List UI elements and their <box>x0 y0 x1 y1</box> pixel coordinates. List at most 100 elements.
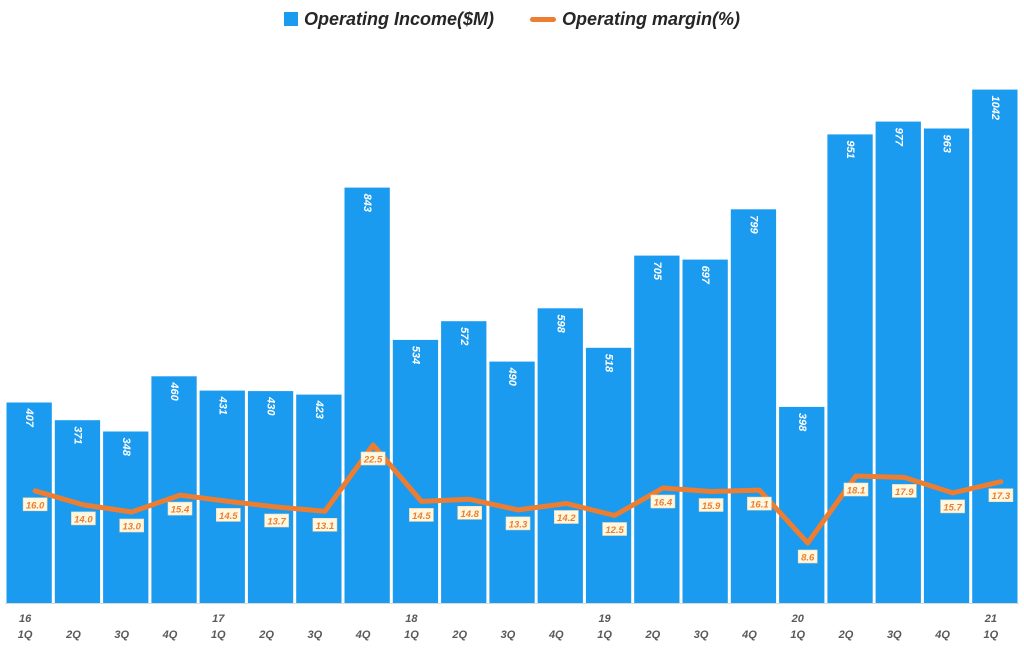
bar-operating-income <box>634 255 680 603</box>
bar-value-label: 963 <box>941 135 953 153</box>
margin-data-label: 14.0 <box>71 511 96 525</box>
margin-value-label: 13.0 <box>122 522 141 533</box>
bar-operating-income <box>779 406 825 603</box>
bar-value-label: 348 <box>120 438 132 457</box>
bar-value-label: 705 <box>651 262 663 281</box>
margin-label-box <box>264 513 289 528</box>
x-tick-quarter-label: 1Q <box>404 629 419 641</box>
x-tick-quarter-label: 4Q <box>162 629 178 641</box>
margin-label-box <box>698 498 724 512</box>
margin-value-label: 14.0 <box>74 514 93 525</box>
margin-value-label: 12.5 <box>605 525 624 536</box>
margin-data-label: 14.2 <box>553 510 579 524</box>
legend-bar-swatch <box>283 12 298 26</box>
margin-value-label: 17.3 <box>992 491 1011 502</box>
bar-operating-income <box>972 89 1018 604</box>
bar-value-label: 843 <box>361 194 373 212</box>
margin-value-label: 16.0 <box>26 500 45 511</box>
bar-value-label: 598 <box>554 314 566 333</box>
margin-data-label: 15.4 <box>167 501 193 516</box>
bar-operating-income <box>923 128 970 603</box>
bar-value-label: 407 <box>23 407 35 427</box>
bar-operating-income <box>103 431 149 603</box>
x-tick-quarter-label: 3Q <box>694 629 709 641</box>
margin-data-label: 13.3 <box>505 516 531 530</box>
x-tick-quarter-label: 1Q <box>18 629 33 641</box>
bar-value-label: 431 <box>216 396 228 415</box>
margin-value-label: 22.5 <box>363 455 383 466</box>
bar-value-label: 572 <box>458 327 470 345</box>
x-tick-quarter-label: 2Q <box>65 629 81 641</box>
margin-value-label: 14.5 <box>219 511 238 522</box>
x-tick-quarter-label: 2Q <box>838 629 854 641</box>
margin-value-label: 17.9 <box>895 487 914 498</box>
bar-operating-income <box>537 308 583 603</box>
bar-value-label: 799 <box>748 215 760 234</box>
x-tick-quarter-label: 1Q <box>211 629 226 641</box>
margin-value-label: 16.4 <box>654 498 673 509</box>
bar-operating-income <box>682 259 728 603</box>
margin-data-label: 14.5 <box>409 508 434 522</box>
margin-data-label: 16.1 <box>747 496 772 511</box>
margin-data-label: 12.5 <box>602 522 627 536</box>
bar-value-label: 371 <box>72 426 84 444</box>
x-tick-quarter-label: 1Q <box>790 629 805 641</box>
margin-value-label: 13.3 <box>509 519 528 530</box>
bar-value-label: 518 <box>603 354 615 373</box>
x-tick-year-label: 20 <box>791 613 805 625</box>
bar-operating-income <box>827 134 873 603</box>
margin-value-label: 18.1 <box>847 486 866 497</box>
margin-data-label: 22.5 <box>360 451 386 466</box>
x-tick-quarter-label: 2Q <box>451 629 467 641</box>
margin-data-label: 13.7 <box>264 513 289 528</box>
margin-data-label: 14.5 <box>216 508 241 522</box>
bar-value-label: 697 <box>699 266 711 285</box>
x-tick-quarter-label: 3Q <box>501 629 516 641</box>
legend-line-swatch <box>530 16 556 22</box>
x-tick-quarter-label: 3Q <box>308 629 323 641</box>
margin-label-box <box>216 508 241 522</box>
margin-label-box <box>167 501 193 516</box>
margin-data-label: 18.1 <box>843 482 869 497</box>
bar-value-label: 430 <box>265 396 277 416</box>
margin-label-box <box>988 488 1014 503</box>
bar-operating-income <box>441 321 487 603</box>
margin-data-label: 15.7 <box>940 499 965 514</box>
bar-operating-income <box>585 347 632 603</box>
bar-value-label: 398 <box>796 413 808 432</box>
margin-value-label: 15.4 <box>171 505 190 516</box>
x-tick-year-label: 18 <box>405 613 418 625</box>
margin-label-box <box>747 496 772 511</box>
x-tick-quarter-label: 4Q <box>741 629 757 641</box>
x-tick-quarter-label: 4Q <box>934 629 950 641</box>
margin-label-box <box>119 518 144 533</box>
margin-data-label: 17.9 <box>891 484 917 498</box>
margin-label-box <box>891 484 917 498</box>
margin-label-box <box>797 549 818 564</box>
margin-label-box <box>602 522 627 536</box>
bar-operating-income <box>344 187 390 603</box>
bar-operating-income <box>730 209 777 604</box>
x-tick-quarter-label: 1Q <box>597 629 612 641</box>
x-tick-quarter-label: 2Q <box>645 629 661 641</box>
x-tick-year-label: 17 <box>212 613 225 625</box>
margin-label-box <box>457 505 483 520</box>
x-tick-year-label: 21 <box>984 613 997 625</box>
margin-value-label: 15.7 <box>943 502 962 513</box>
margin-label-box <box>843 482 869 497</box>
bar-value-label: 460 <box>168 381 180 401</box>
margin-label-box <box>940 499 965 514</box>
margin-value-label: 14.8 <box>460 509 479 520</box>
margin-value-label: 16.1 <box>750 500 769 511</box>
margin-data-label: 8.6 <box>797 549 818 564</box>
bar-value-label: 490 <box>506 367 518 387</box>
bar-operating-income <box>247 391 294 603</box>
margin-label-box <box>650 494 676 509</box>
margin-label-box <box>409 508 434 522</box>
margin-label-box <box>360 451 386 466</box>
legend-item-operating-margin: Operating margin(%) <box>530 9 740 30</box>
bar-value-label: 1042 <box>989 96 1001 120</box>
margin-data-label: 16.4 <box>650 494 676 509</box>
margin-value-label: 14.2 <box>557 513 576 524</box>
